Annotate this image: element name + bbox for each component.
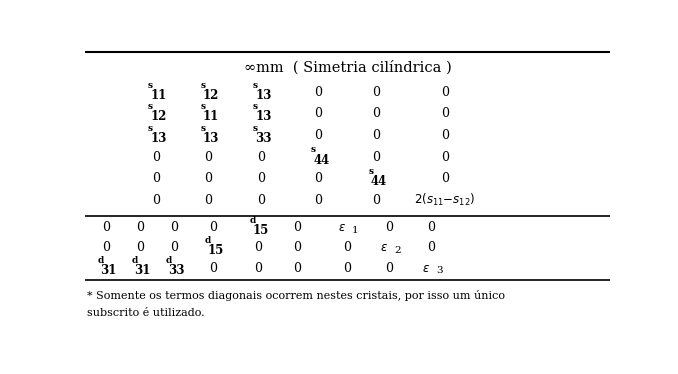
Text: $2(s_{11}{-}s_{12})$: $2(s_{11}{-}s_{12})$ [414, 192, 475, 208]
Text: * Somente os termos diagonais ocorrem nestes cristais, por isso um único: * Somente os termos diagonais ocorrem ne… [87, 290, 505, 301]
Text: 0: 0 [344, 261, 351, 275]
Text: 0: 0 [210, 261, 218, 275]
Text: 0: 0 [441, 172, 449, 185]
Text: $\epsilon$: $\epsilon$ [338, 221, 346, 234]
Text: 0: 0 [170, 221, 178, 234]
Text: 0: 0 [344, 241, 351, 254]
Text: s: s [201, 102, 205, 111]
Text: 0: 0 [315, 129, 323, 142]
Text: s: s [148, 102, 153, 111]
Text: 12: 12 [150, 110, 167, 123]
Text: 0: 0 [428, 221, 435, 234]
Text: 0: 0 [257, 172, 265, 185]
Text: 0: 0 [254, 241, 262, 254]
Text: 0: 0 [441, 129, 449, 142]
Text: 0: 0 [315, 194, 323, 207]
Text: s: s [369, 167, 374, 176]
Text: s: s [148, 124, 153, 133]
Text: 0: 0 [441, 107, 449, 120]
Text: 0: 0 [170, 241, 178, 254]
Text: 44: 44 [371, 175, 387, 188]
Text: 0: 0 [294, 241, 302, 254]
Text: 0: 0 [152, 194, 160, 207]
Text: 0: 0 [441, 86, 449, 99]
Text: 0: 0 [257, 151, 265, 164]
Text: 0: 0 [372, 86, 380, 99]
Text: s: s [253, 124, 258, 133]
Text: 0: 0 [294, 261, 302, 275]
Text: 15: 15 [253, 224, 269, 237]
Text: 2: 2 [394, 246, 401, 255]
Text: 33: 33 [255, 132, 272, 145]
Text: 0: 0 [102, 221, 110, 234]
Text: 0: 0 [315, 86, 323, 99]
Text: 0: 0 [210, 221, 218, 234]
Text: 11: 11 [151, 89, 166, 102]
Text: 0: 0 [386, 221, 393, 234]
Text: 0: 0 [386, 261, 393, 275]
Text: 0: 0 [102, 241, 110, 254]
Text: d: d [205, 236, 212, 245]
Text: 31: 31 [100, 264, 117, 278]
Text: s: s [311, 145, 316, 154]
Text: 13: 13 [203, 132, 219, 145]
Text: s: s [201, 124, 205, 133]
Text: subscrito é utilizado.: subscrito é utilizado. [87, 308, 205, 318]
Text: 44: 44 [313, 154, 330, 166]
Text: 0: 0 [204, 194, 212, 207]
Text: 0: 0 [254, 261, 262, 275]
Text: 0: 0 [372, 194, 380, 207]
Text: 0: 0 [136, 221, 144, 234]
Text: 0: 0 [152, 151, 160, 164]
Text: $\epsilon$: $\epsilon$ [380, 241, 388, 254]
Text: 13: 13 [255, 110, 272, 123]
Text: 33: 33 [168, 264, 185, 278]
Text: 0: 0 [428, 241, 435, 254]
Text: s: s [201, 81, 205, 90]
Text: 0: 0 [152, 172, 160, 185]
Text: 0: 0 [315, 172, 323, 185]
Text: 0: 0 [204, 172, 212, 185]
Text: 31: 31 [134, 264, 151, 278]
Text: 0: 0 [204, 151, 212, 164]
Text: s: s [148, 81, 153, 90]
Text: s: s [253, 81, 258, 90]
Text: 0: 0 [441, 151, 449, 164]
Text: d: d [132, 256, 138, 266]
Text: d: d [250, 216, 256, 225]
Text: 0: 0 [315, 107, 323, 120]
Text: 0: 0 [372, 129, 380, 142]
Text: 12: 12 [203, 89, 219, 102]
Text: 15: 15 [208, 244, 224, 257]
Text: d: d [98, 256, 104, 266]
Text: 0: 0 [372, 151, 380, 164]
Text: 0: 0 [257, 194, 265, 207]
Text: 0: 0 [372, 107, 380, 120]
Text: 11: 11 [203, 110, 219, 123]
Text: d: d [165, 256, 172, 266]
Text: 3: 3 [436, 266, 443, 275]
Text: $\epsilon$: $\epsilon$ [422, 261, 431, 275]
Text: 1: 1 [352, 226, 359, 235]
Text: 0: 0 [136, 241, 144, 254]
Text: 13: 13 [255, 89, 272, 102]
Text: s: s [253, 102, 258, 111]
Text: 13: 13 [150, 132, 167, 145]
Text: 0: 0 [294, 221, 302, 234]
Text: ∞mm  ( Simetria cilíndrica ): ∞mm ( Simetria cilíndrica ) [243, 61, 452, 75]
